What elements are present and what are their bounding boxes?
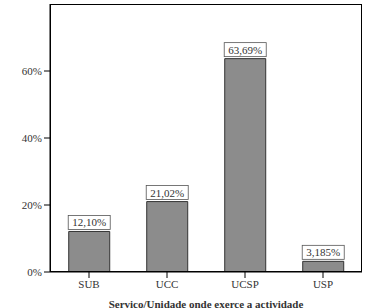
svg-text:USP: USP (313, 278, 333, 290)
svg-text:Serviço/Unidade onde exerce a: Serviço/Unidade onde exerce a actividade (109, 298, 304, 308)
svg-text:21,02%: 21,02% (150, 187, 184, 199)
svg-text:40%: 40% (22, 132, 42, 144)
svg-text:20%: 20% (22, 199, 42, 211)
svg-text:3,185%: 3,185% (306, 246, 340, 258)
svg-text:UCC: UCC (156, 278, 179, 290)
svg-text:UCSP: UCSP (231, 278, 259, 290)
svg-text:60%: 60% (22, 65, 42, 77)
svg-text:63,69%: 63,69% (228, 44, 262, 56)
svg-text:0%: 0% (27, 266, 42, 278)
svg-text:12,10%: 12,10% (72, 216, 106, 228)
svg-text:SUB: SUB (78, 278, 99, 290)
